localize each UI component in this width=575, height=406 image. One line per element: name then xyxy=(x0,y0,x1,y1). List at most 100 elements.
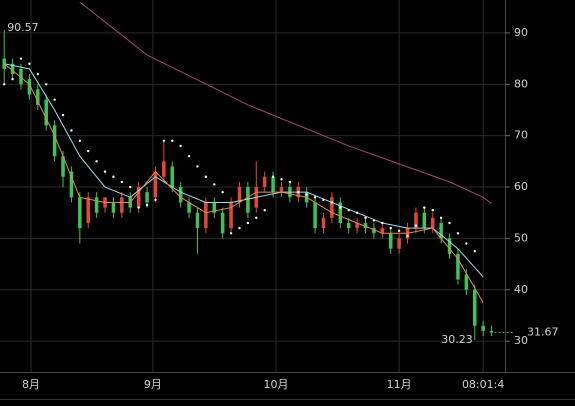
sar-dot xyxy=(120,180,124,184)
sar-dot xyxy=(389,226,392,230)
candle-body xyxy=(170,166,175,188)
sar-dot xyxy=(11,77,14,81)
sar-dot xyxy=(36,72,40,76)
candle-body xyxy=(363,222,368,229)
sar-dot xyxy=(271,175,275,178)
sar-dot xyxy=(95,160,98,163)
candle-body xyxy=(187,202,191,213)
moving-average xyxy=(79,1,492,204)
candle-body xyxy=(111,202,116,213)
sar-dot xyxy=(187,154,191,158)
sar-dot xyxy=(414,224,418,227)
y-tick-label: 40 xyxy=(514,283,528,296)
x-tick-label: 11月 xyxy=(387,378,412,391)
candle-body xyxy=(44,99,48,126)
sar-dot xyxy=(456,232,460,235)
candle-body xyxy=(61,156,65,177)
candle-body xyxy=(489,330,494,333)
sar-dot xyxy=(70,129,73,132)
sar-dot xyxy=(381,221,384,225)
candle-body xyxy=(27,79,32,95)
sar-dot xyxy=(112,175,115,178)
candle-body xyxy=(86,197,90,223)
y-tick-label: 60 xyxy=(514,180,528,193)
sar-dot xyxy=(3,83,6,86)
candle-body xyxy=(136,187,141,208)
candle-body xyxy=(78,197,82,229)
sar-dot xyxy=(305,193,308,196)
candle-body xyxy=(338,202,343,223)
sar-dot xyxy=(129,185,132,189)
sar-dot xyxy=(179,144,182,148)
sar-dot xyxy=(28,62,31,65)
candle-body xyxy=(178,187,183,203)
sar-dot xyxy=(213,183,216,186)
sar-dot xyxy=(137,206,140,209)
sar-dot xyxy=(288,180,292,184)
x-tick-label: 9月 xyxy=(144,378,162,391)
sar-dot xyxy=(431,208,434,212)
candle-body xyxy=(237,187,242,203)
max-label: 90.57 xyxy=(7,21,39,34)
sar-dot xyxy=(171,139,174,142)
sar-dot xyxy=(229,232,233,235)
candle-body xyxy=(220,212,225,234)
sar-dot xyxy=(19,57,23,60)
sar-dot xyxy=(313,196,317,199)
sar-dot xyxy=(162,139,166,142)
candle-body xyxy=(36,89,40,105)
sar-dot xyxy=(78,139,82,142)
min-label: 30.23 xyxy=(441,333,473,346)
candle-body xyxy=(212,202,217,213)
x-tick-label: 10月 xyxy=(264,378,289,391)
candle-body xyxy=(153,171,158,198)
sar-dot xyxy=(45,83,48,86)
sar-dot xyxy=(246,221,250,225)
sar-dot xyxy=(423,206,426,209)
candle-body xyxy=(246,187,250,213)
candle-body xyxy=(372,228,376,234)
candle-body xyxy=(414,212,418,229)
candle-body xyxy=(380,228,385,234)
sar-dot xyxy=(330,201,334,204)
candle-body xyxy=(388,233,393,249)
y-tick-label: 90 xyxy=(514,26,528,39)
sar-dot xyxy=(347,208,350,212)
candle-body xyxy=(145,192,149,203)
candle-body xyxy=(397,238,401,249)
sar-dot xyxy=(355,211,359,214)
candle-body xyxy=(69,171,74,198)
candle-body xyxy=(204,202,208,229)
candle-body xyxy=(120,197,124,213)
sar-dot xyxy=(53,98,56,101)
sar-dot xyxy=(87,149,90,153)
sar-dot xyxy=(280,178,283,181)
moving-average xyxy=(3,63,484,303)
sar-dot xyxy=(196,165,199,168)
sar-dot xyxy=(406,234,409,238)
x-tick-label: 08:01:4 xyxy=(462,378,504,391)
candle-body xyxy=(439,222,443,239)
sar-dot xyxy=(439,216,443,220)
candle-body xyxy=(19,68,23,85)
sar-dot xyxy=(204,175,208,178)
last-price-label: 31.67 xyxy=(527,326,559,339)
candle-body xyxy=(52,125,57,157)
y-tick-label: 30 xyxy=(514,334,528,347)
candle-body xyxy=(10,63,15,74)
sar-dot xyxy=(221,190,224,194)
candle-body xyxy=(262,176,267,188)
candle-body xyxy=(456,253,460,280)
sar-dot xyxy=(255,216,258,220)
y-tick-label: 70 xyxy=(514,129,528,142)
sar-dot xyxy=(473,250,476,253)
candle-body xyxy=(473,289,477,326)
candle-body xyxy=(94,197,99,213)
candle-body xyxy=(355,222,359,229)
candle-body xyxy=(430,217,435,229)
candle-body xyxy=(313,202,317,229)
candle-body xyxy=(271,176,275,193)
sar-dot xyxy=(372,219,376,222)
